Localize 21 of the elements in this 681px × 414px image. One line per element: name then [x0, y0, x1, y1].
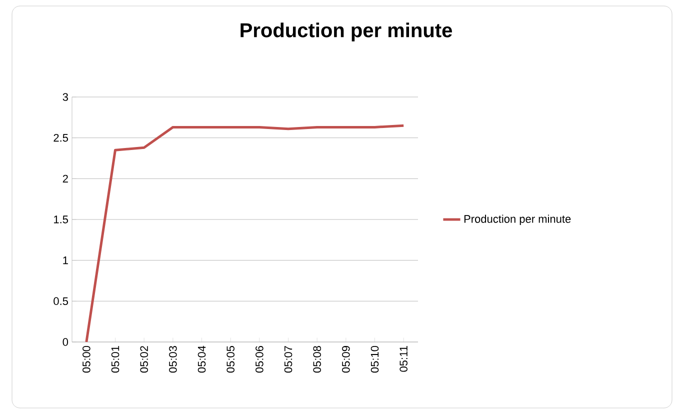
y-tick-label: 3	[62, 93, 68, 101]
y-tick-label: 2.5	[54, 134, 68, 142]
y-tick-label: 1	[63, 256, 68, 264]
chart-title: Production per minute	[240, 22, 452, 42]
y-tick-label: 0.5	[54, 297, 68, 306]
x-tick-label: 05:04	[198, 346, 206, 373]
x-tick-label: 05:02	[140, 346, 148, 373]
legend-label: Production per minute	[464, 214, 571, 225]
x-tick-label: 05:05	[226, 346, 234, 373]
x-tick-label: 05:09	[342, 346, 350, 373]
x-tick-label: 05:03	[169, 346, 177, 373]
x-tick-label: 05:08	[313, 346, 321, 373]
x-tick-label: 05:01	[111, 346, 120, 373]
x-tick-label: 05:10	[370, 346, 379, 373]
y-tick-label: 2	[62, 174, 68, 182]
y-tick-label: 0	[62, 338, 68, 346]
x-tick-label: 05:00	[82, 346, 90, 373]
x-tick-label: 05:11	[400, 346, 408, 372]
x-tick-label: 05:07	[284, 346, 292, 373]
y-tick-label: 1.5	[54, 216, 68, 224]
x-tick-label: 05:06	[256, 346, 264, 373]
